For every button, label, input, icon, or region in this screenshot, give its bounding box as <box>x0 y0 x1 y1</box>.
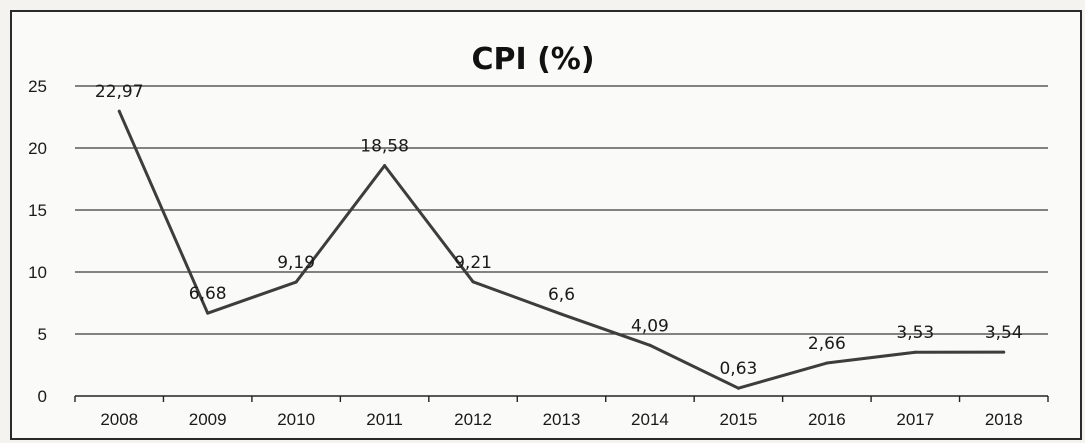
data-label: 4,09 <box>631 316 669 336</box>
data-point <box>294 280 298 284</box>
data-label: 6,6 <box>548 285 575 305</box>
x-tick-label: 2009 <box>189 410 227 429</box>
data-point <box>206 311 210 315</box>
data-point <box>648 343 652 347</box>
data-label: 9,19 <box>277 253 315 273</box>
data-label: 9,21 <box>454 253 492 273</box>
x-tick-label: 2014 <box>631 410 669 429</box>
x-tick-label: 2011 <box>366 410 403 429</box>
x-tick-label: 2015 <box>719 410 757 429</box>
x-tick-label: 2018 <box>985 410 1023 429</box>
series-line-0 <box>117 110 1004 390</box>
chart-title: CPI (%) <box>471 42 594 77</box>
y-tick-label: 0 <box>38 387 47 406</box>
data-point <box>560 312 563 316</box>
data-label: 3,53 <box>896 323 934 343</box>
data-point <box>117 109 121 113</box>
data-label: 3,54 <box>985 323 1023 343</box>
data-point <box>383 164 387 168</box>
data-label: 6,68 <box>189 284 227 304</box>
x-tick-label: 2017 <box>896 410 934 429</box>
gridlines <box>75 85 1048 335</box>
x-tick-label: 2010 <box>277 410 315 429</box>
x-tick-label: 2013 <box>543 410 581 429</box>
axes: 0 5 10 15 20 25 2008 2009 2010 2011 2012 2013 2014 20… <box>28 77 1049 429</box>
x-tick-label: 2012 <box>454 410 492 429</box>
data-labels: 22,97 6,68 9,19 18,58 9,21 6,6 4,09 0,63 2,66 3,5… <box>95 82 1023 379</box>
data-label: 22,97 <box>95 82 144 102</box>
data-label: 2,66 <box>808 334 846 354</box>
x-tick-label: 2008 <box>100 410 138 429</box>
data-point <box>913 350 917 354</box>
data-point <box>471 280 475 284</box>
x-tick-label: 2016 <box>808 410 846 429</box>
y-tick-label: 5 <box>38 325 47 344</box>
y-tick-label: 25 <box>28 77 47 96</box>
chart-frame <box>10 10 1082 440</box>
data-label: 0,63 <box>719 359 757 379</box>
data-point <box>825 361 829 365</box>
y-tick-label: 10 <box>28 263 47 282</box>
data-point <box>736 386 740 390</box>
y-tick-label: 20 <box>28 139 47 158</box>
data-point <box>1002 350 1006 354</box>
data-label: 18,58 <box>360 137 409 157</box>
y-tick-label: 15 <box>28 201 47 220</box>
series-layer <box>117 109 1006 390</box>
